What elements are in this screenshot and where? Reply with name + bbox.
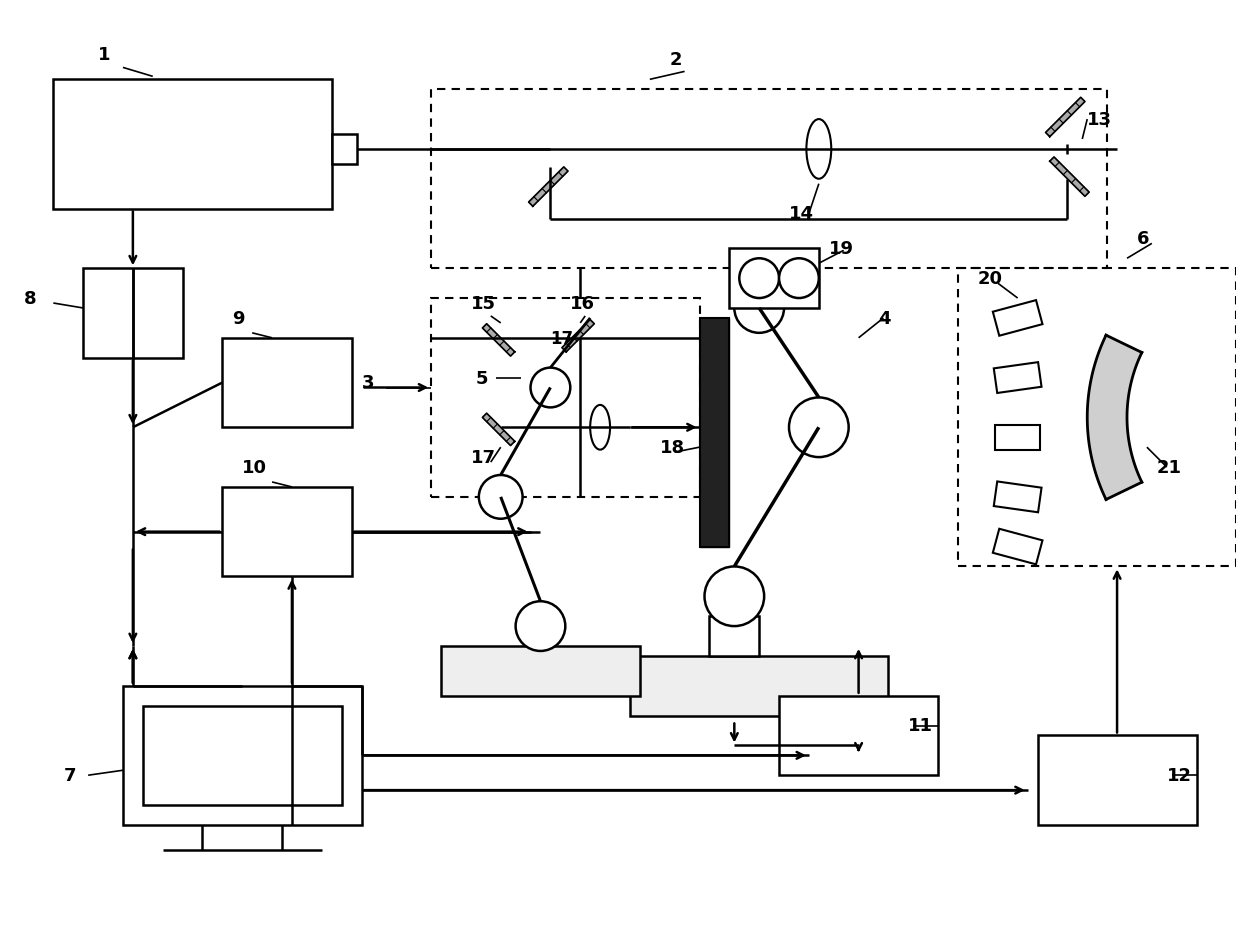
- Bar: [729, 248, 818, 308]
- Text: 13: 13: [1087, 111, 1112, 129]
- Text: 5: 5: [476, 369, 489, 387]
- Text: 9: 9: [232, 310, 244, 328]
- Bar: [123, 686, 362, 825]
- Text: 14: 14: [789, 205, 813, 223]
- Bar: [432, 89, 1107, 268]
- Ellipse shape: [806, 119, 831, 179]
- Text: 19: 19: [828, 241, 854, 259]
- Text: 10: 10: [242, 459, 268, 477]
- Text: 6: 6: [1137, 230, 1149, 248]
- Text: 3: 3: [362, 374, 374, 392]
- Polygon shape: [993, 362, 1042, 393]
- Text: 4: 4: [878, 310, 892, 328]
- Polygon shape: [562, 319, 594, 352]
- Polygon shape: [993, 528, 1043, 564]
- Bar: [699, 318, 729, 546]
- Circle shape: [531, 367, 570, 407]
- Bar: [143, 706, 342, 805]
- Text: 2: 2: [670, 51, 682, 69]
- Polygon shape: [1045, 98, 1085, 136]
- Text: 17: 17: [471, 449, 496, 467]
- Bar: [630, 656, 888, 716]
- Circle shape: [734, 283, 784, 332]
- Polygon shape: [699, 318, 729, 546]
- Text: 8: 8: [24, 290, 36, 308]
- Bar: [432, 298, 699, 497]
- Bar: [1038, 736, 1197, 825]
- Circle shape: [479, 475, 522, 519]
- Polygon shape: [482, 413, 515, 445]
- Polygon shape: [528, 167, 568, 206]
- Text: 16: 16: [570, 295, 595, 313]
- Polygon shape: [996, 425, 1040, 450]
- Text: 18: 18: [660, 439, 684, 457]
- Text: 1: 1: [98, 46, 110, 64]
- Polygon shape: [1050, 157, 1089, 196]
- Text: 7: 7: [63, 767, 76, 785]
- Bar: [709, 616, 759, 656]
- Bar: [222, 487, 352, 577]
- Polygon shape: [993, 481, 1042, 512]
- Text: 17: 17: [551, 330, 574, 348]
- Text: 20: 20: [978, 270, 1003, 288]
- Bar: [332, 134, 357, 164]
- Text: 21: 21: [1157, 459, 1182, 477]
- Circle shape: [789, 398, 848, 457]
- Bar: [53, 80, 332, 208]
- Polygon shape: [482, 324, 515, 356]
- Circle shape: [516, 601, 565, 651]
- Bar: [779, 696, 939, 776]
- Text: 11: 11: [908, 718, 934, 736]
- Circle shape: [779, 259, 818, 298]
- Circle shape: [704, 566, 764, 626]
- Bar: [959, 268, 1236, 566]
- Ellipse shape: [590, 405, 610, 450]
- Polygon shape: [1087, 335, 1142, 499]
- Text: 15: 15: [471, 295, 496, 313]
- Bar: [83, 268, 182, 358]
- Bar: [441, 646, 640, 696]
- Bar: [222, 338, 352, 427]
- Circle shape: [739, 259, 779, 298]
- Text: 12: 12: [1167, 767, 1192, 785]
- Polygon shape: [993, 300, 1043, 335]
